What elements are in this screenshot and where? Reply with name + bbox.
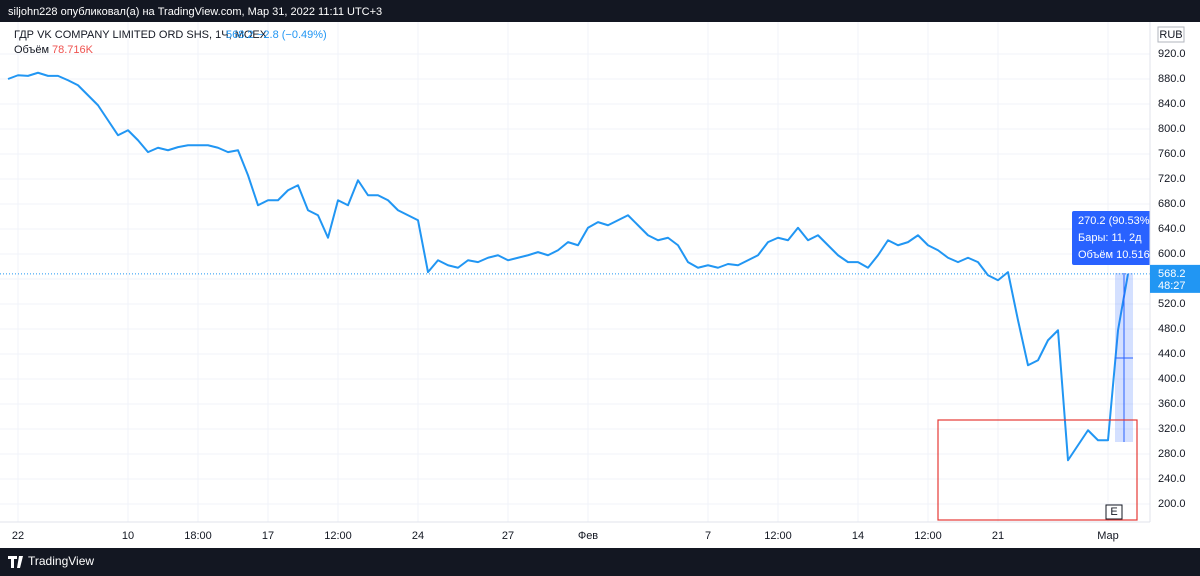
measure-tooltip bbox=[1072, 211, 1162, 265]
x-tick-label: 10 bbox=[122, 530, 134, 542]
volume-label: Объём bbox=[14, 44, 49, 56]
plot bbox=[7, 71, 1129, 462]
currency: RUB bbox=[1159, 29, 1182, 41]
x-tick-label: 17 bbox=[262, 530, 274, 542]
measure-volume: Объём 10.516 bbox=[1078, 249, 1150, 261]
y-tick-label: 440.0 bbox=[1158, 348, 1186, 360]
y-tick-label: 400.0 bbox=[1158, 373, 1186, 385]
y-tick-label: 760.0 bbox=[1158, 148, 1186, 160]
x-tick-label: 12:00 bbox=[324, 530, 352, 542]
event-badge[interactable] bbox=[1105, 504, 1123, 520]
y-tick-label: 200.0 bbox=[1158, 498, 1186, 510]
x-tick-label: 24 bbox=[412, 530, 424, 542]
last-price-box bbox=[1150, 264, 1200, 293]
legend-last: 568.2 bbox=[226, 29, 254, 41]
currency-box[interactable] bbox=[1157, 26, 1185, 43]
chart-title: ГДР VK COMPANY LIMITED ORD SHS, 1Ч, MOEX bbox=[14, 29, 268, 41]
legend-change: −2.8 (−0.49%) bbox=[257, 29, 327, 41]
footer-bar bbox=[0, 548, 1200, 576]
grid bbox=[0, 22, 1150, 522]
event-label: E bbox=[1110, 506, 1117, 518]
y-tick-label: 880.0 bbox=[1158, 73, 1186, 85]
header-bar bbox=[0, 0, 1200, 22]
measure-change: 270.2 (90.53%) bbox=[1078, 215, 1153, 227]
x-tick-label: 12:00 bbox=[764, 530, 792, 542]
y-tick-label: 920.0 bbox=[1158, 48, 1186, 60]
x-tick-label: Фев bbox=[578, 530, 598, 542]
y-tick-label: 360.0 bbox=[1158, 398, 1186, 410]
axis-labels: 200.0 240.0 280.0 320.0 360.0 400.0 440.0 480.0… bbox=[12, 48, 1186, 542]
y-tick-label: 240.0 bbox=[1158, 473, 1186, 485]
y-tick-label: 520.0 bbox=[1158, 298, 1186, 310]
y-tick-label: 640.0 bbox=[1158, 223, 1186, 235]
x-tick-label: 22 bbox=[12, 530, 24, 542]
y-tick-label: 600.0 bbox=[1158, 248, 1186, 260]
measure-bars: Бары: 11, 2д bbox=[1078, 232, 1142, 244]
x-tick-label: 7 bbox=[705, 530, 711, 542]
y-tick-label: 320.0 bbox=[1158, 423, 1186, 435]
y-tick-label: 480.0 bbox=[1158, 323, 1186, 335]
x-tick-label: 27 bbox=[502, 530, 514, 542]
price-line bbox=[7, 71, 1129, 462]
x-tick-label: 21 bbox=[992, 530, 1004, 542]
countdown: 48:27 bbox=[1158, 280, 1186, 292]
y-tick-label: 280.0 bbox=[1158, 448, 1186, 460]
x-tick-label: 14 bbox=[852, 530, 864, 542]
highlight-box bbox=[937, 419, 1138, 521]
header-text: siljohn228 опубликовал(а) на TradingView… bbox=[8, 6, 382, 18]
last-price-label: 568.2 bbox=[1158, 268, 1186, 280]
x-tick-label: 12:00 bbox=[914, 530, 942, 542]
y-tick-label: 840.0 bbox=[1158, 98, 1186, 110]
logo bbox=[8, 556, 23, 568]
footer-text: TradingView bbox=[28, 554, 94, 568]
x-tick-label: 18:00 bbox=[184, 530, 212, 542]
volume-value: 78.716K bbox=[52, 44, 94, 56]
y-tick-label: 800.0 bbox=[1158, 123, 1186, 135]
last-price: 568.248:27 bbox=[1150, 264, 1200, 293]
y-tick-label: 720.0 bbox=[1158, 173, 1186, 185]
x-tick-label: Мар bbox=[1097, 530, 1119, 542]
y-tick-label: 680.0 bbox=[1158, 198, 1186, 210]
